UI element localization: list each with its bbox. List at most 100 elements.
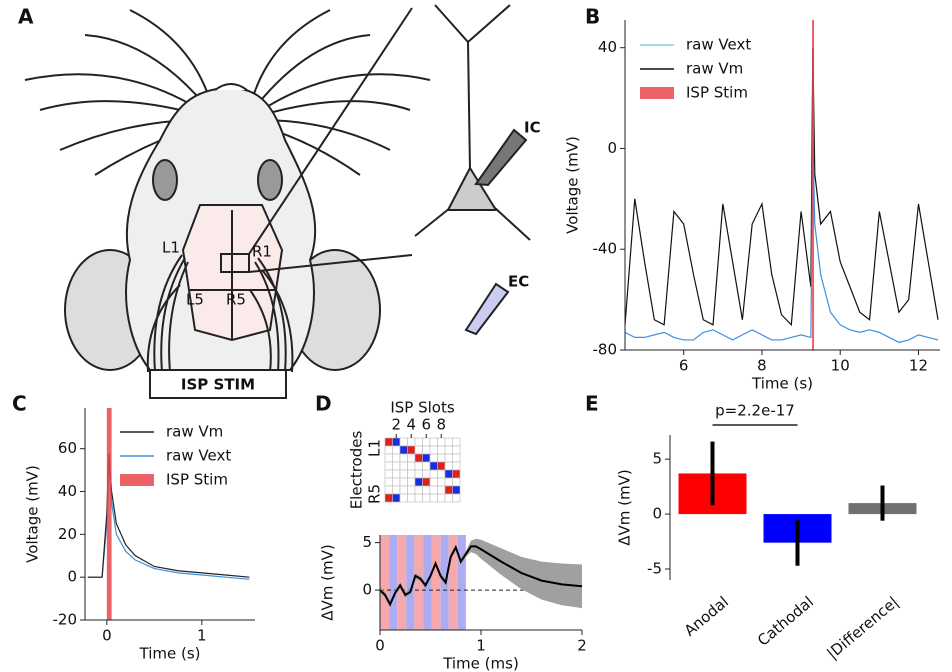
stim-stripe (389, 535, 398, 630)
error-band (380, 538, 582, 609)
slot-cell (444, 437, 453, 447)
panel-a-diagram: A ISP STIM L1 R1 L5 R5 IC (18, 4, 541, 399)
slot-cell (437, 445, 446, 455)
grid-title: ISP Slots (390, 399, 455, 417)
row-label: L1 (366, 439, 384, 457)
slot-cell (429, 485, 438, 495)
slot-cell (399, 461, 408, 471)
x-tick-label: 0 (375, 637, 385, 655)
x-tick-label: 0 (102, 627, 112, 645)
y-tick-label: 0 (362, 581, 372, 599)
ec-pipette (464, 282, 510, 336)
slot-cell (429, 493, 438, 503)
slot-cell (429, 445, 438, 455)
slot-cell (399, 469, 408, 479)
y-tick-label: 40 (598, 38, 617, 56)
y-tick-label: 40 (58, 482, 77, 500)
slot-cell (384, 493, 393, 503)
slot-cell (414, 477, 423, 487)
slot-cell (437, 453, 446, 463)
y-tick-label: -80 (593, 341, 618, 359)
eye (257, 159, 283, 201)
x-tick-label: Cathodal (754, 593, 817, 650)
slot-cell (422, 461, 431, 471)
stim-stripe (414, 535, 424, 630)
x-tick-label: 2 (577, 637, 587, 655)
slot-cell (444, 453, 453, 463)
slot-cell (429, 469, 438, 479)
y-axis-label: Electrodes (348, 431, 366, 510)
trace (624, 47, 939, 327)
slot-cell (392, 477, 401, 487)
row-label: R5 (366, 484, 384, 504)
x-tick-label: 6 (421, 416, 431, 434)
slot-cell (437, 469, 446, 479)
slot-cell (422, 485, 431, 495)
x-tick-label: |Difference| (823, 593, 902, 663)
slot-cell (452, 485, 461, 495)
ic-label: IC (524, 119, 541, 137)
stim-stripe (406, 535, 415, 630)
stim-stripe (448, 535, 458, 630)
y-tick-label: -40 (593, 240, 618, 258)
slot-cell (407, 477, 416, 487)
x-tick-label: 4 (406, 416, 416, 434)
slot-cell (437, 437, 446, 447)
electrode-label: L1 (162, 239, 180, 257)
slot-cell (384, 453, 393, 463)
x-axis-label: Time (s) (751, 375, 813, 393)
slot-cell (452, 453, 461, 463)
slot-cell (414, 453, 423, 463)
legend-label: ISP Stim (166, 471, 228, 489)
legend-swatch (640, 87, 674, 99)
y-tick-label: -5 (647, 560, 662, 578)
slot-cell (429, 461, 438, 471)
slot-cell (399, 493, 408, 503)
x-tick-label: 8 (757, 357, 767, 375)
stim-marker (106, 408, 112, 620)
slot-cell (399, 453, 408, 463)
slot-cell (422, 453, 431, 463)
legend-label: raw Vext (686, 36, 751, 54)
slot-cell (452, 445, 461, 455)
panel-label: B (585, 5, 600, 29)
slot-cell (444, 493, 453, 503)
x-tick-label: 2 (391, 416, 401, 434)
slot-cell (399, 485, 408, 495)
slot-cell (414, 461, 423, 471)
slot-cell (384, 469, 393, 479)
slot-cell (437, 477, 446, 487)
slot-cell (452, 469, 461, 479)
slot-cell (452, 493, 461, 503)
slot-cell (422, 469, 431, 479)
trace (379, 544, 583, 607)
slot-cell (407, 453, 416, 463)
slot-cell (429, 453, 438, 463)
slot-cell (392, 445, 401, 455)
slot-cell (444, 477, 453, 487)
slot-cell (399, 445, 408, 455)
slot-cell (407, 445, 416, 455)
y-tick-label: 5 (652, 450, 662, 468)
stim-stripe (457, 535, 466, 630)
slot-cell (384, 437, 393, 447)
slot-cell (414, 437, 423, 447)
slot-cell (444, 469, 453, 479)
x-axis-label: Time (ms) (442, 655, 519, 672)
stim-stripe (431, 535, 441, 630)
slot-cell (384, 461, 393, 471)
slot-cell (384, 445, 393, 455)
stim-stripe (380, 535, 390, 630)
slot-cell (407, 469, 416, 479)
slot-cell (407, 437, 416, 447)
slot-cell (422, 493, 431, 503)
panel-label: E (585, 392, 599, 416)
zoom-box (220, 253, 250, 273)
x-tick-label: 8 (436, 416, 446, 434)
slot-cell (437, 493, 446, 503)
y-axis-label: Voltage (mV) (564, 136, 582, 234)
slot-cell (414, 485, 423, 495)
electrode-label: R1 (252, 243, 272, 261)
x-axis-label: Time (s) (139, 645, 201, 663)
